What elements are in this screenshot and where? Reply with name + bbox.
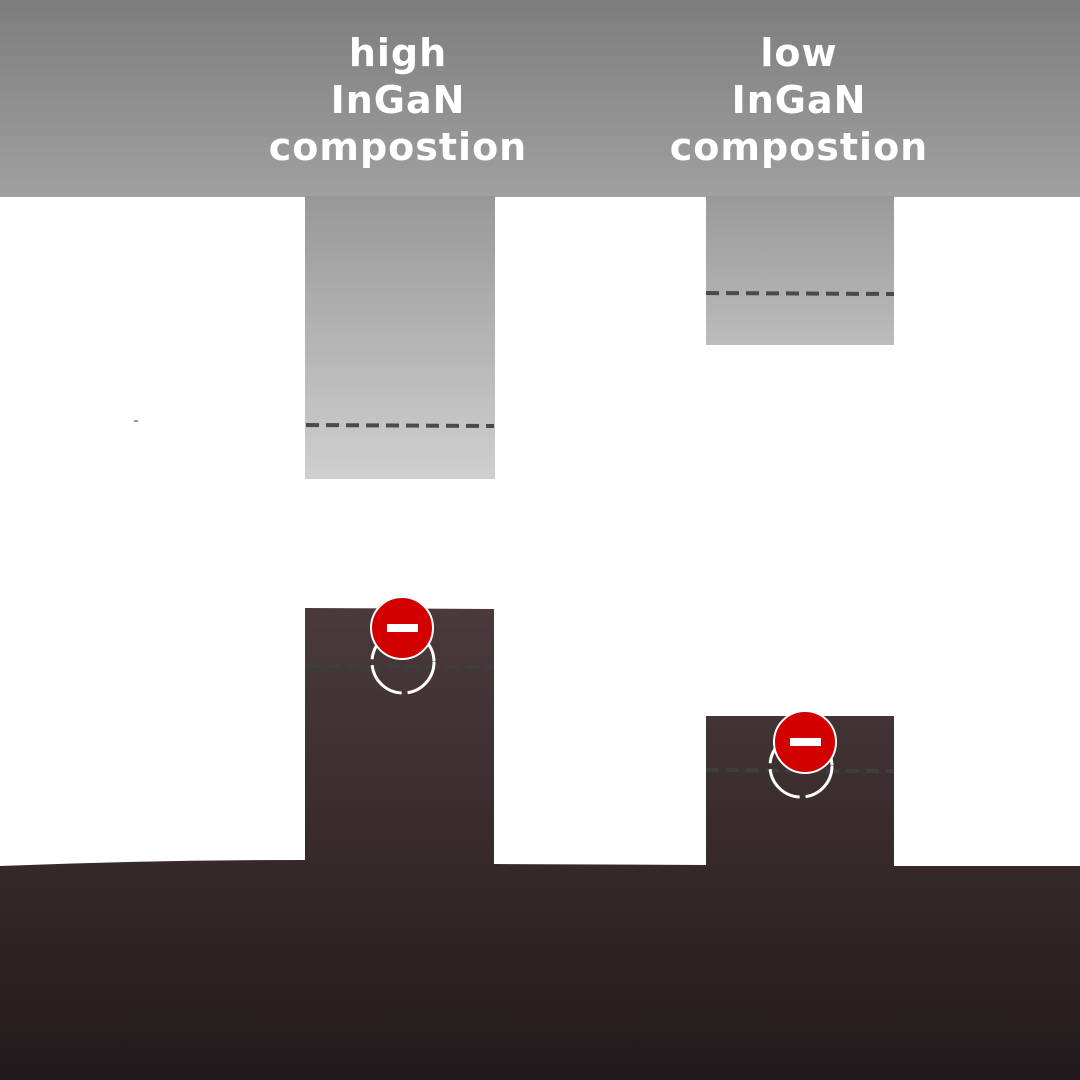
electron-level-high (305, 423, 495, 428)
conduction-band-barrier (0, 0, 1080, 197)
charge-particle-high (370, 596, 434, 660)
hole-ring-low (768, 733, 834, 799)
hole-level-high (305, 664, 495, 669)
valence-band (0, 608, 1080, 1080)
charge-particle-low (773, 710, 837, 774)
conduction-well-low (706, 196, 894, 345)
conduction-well-high (305, 196, 495, 479)
hole-ring-high (370, 629, 436, 695)
electron-level-low (705, 291, 895, 296)
hole-level-low (705, 768, 895, 773)
